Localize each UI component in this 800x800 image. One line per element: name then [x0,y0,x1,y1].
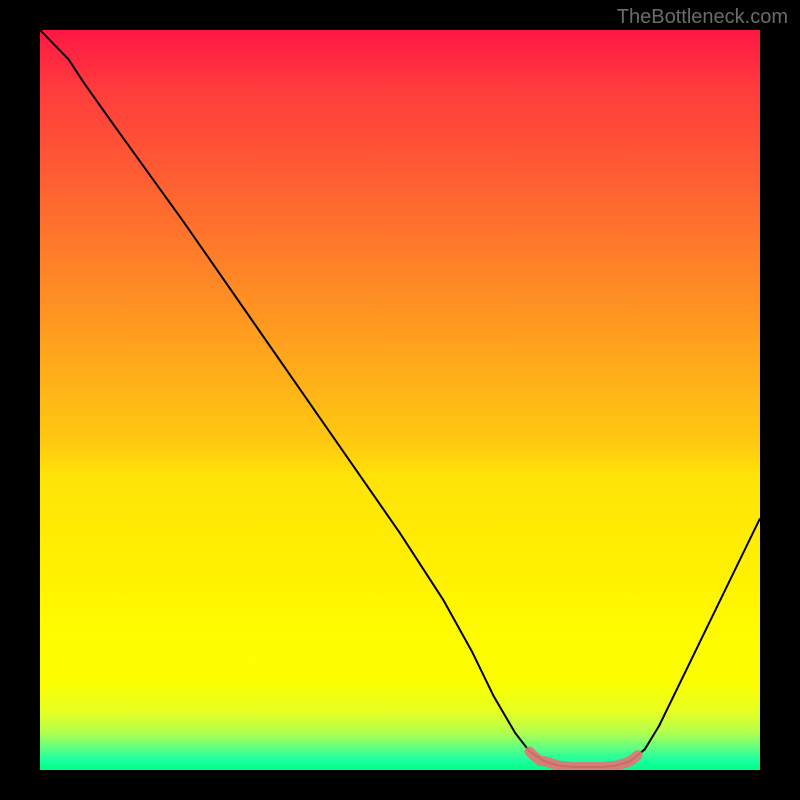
trough-marker [530,752,638,768]
watermark-text: TheBottleneck.com [617,6,788,29]
plot-area [40,30,760,770]
curve-svg [40,30,760,770]
bottleneck-curve [40,30,760,767]
